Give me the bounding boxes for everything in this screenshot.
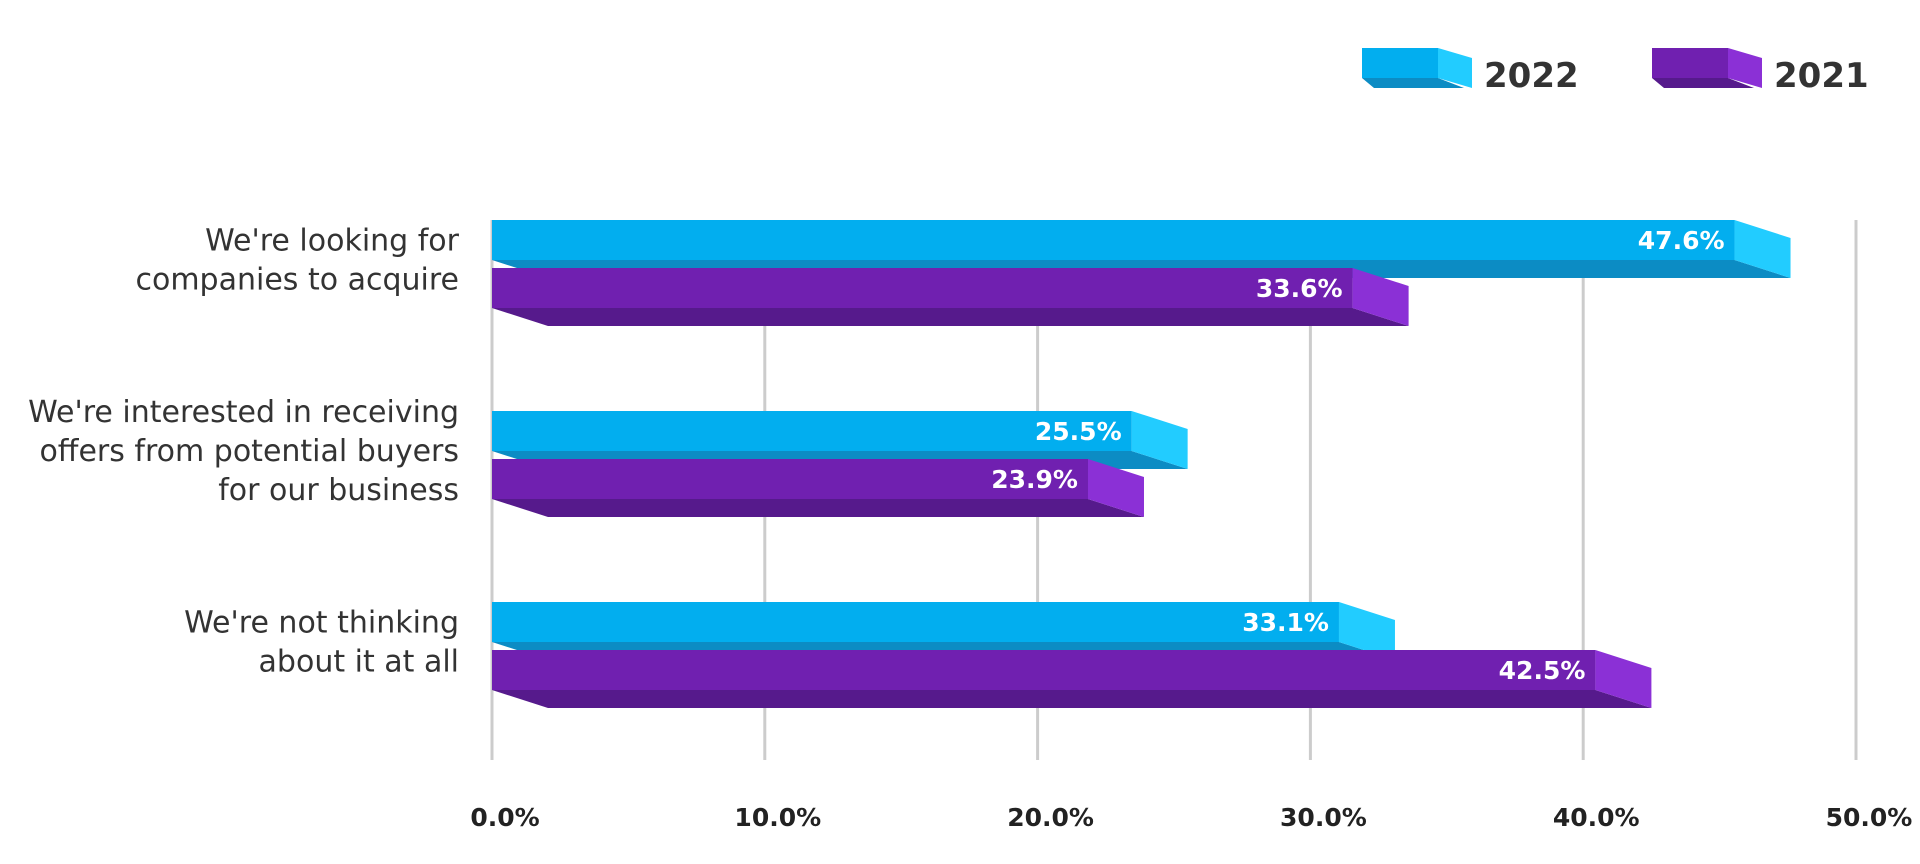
category-label-line: offers from potential buyers <box>39 434 459 469</box>
legend-label: 2022 <box>1484 56 1579 96</box>
legend-item-2022: 2022 <box>1362 48 1579 96</box>
bar-2021-2: 42.5% <box>492 650 1652 708</box>
bar-front-face <box>492 650 1596 690</box>
data-label: 25.5% <box>1035 417 1122 446</box>
x-tick-label: 50.0% <box>1826 803 1913 832</box>
category-label-line: We're interested in receiving <box>28 395 459 430</box>
category-label: We're looking for companies to acquire <box>135 224 459 298</box>
bar-front-face <box>492 602 1339 642</box>
data-label: 33.6% <box>1256 274 1343 303</box>
legend: 2022 2021 <box>1362 48 1869 96</box>
legend-swatch <box>1652 48 1728 78</box>
bar-end-cap <box>1131 411 1188 469</box>
bar-front-face <box>492 220 1735 260</box>
bar-bottom-face <box>492 499 1144 517</box>
bars: 47.6% 33.6% 25.5% 23.9% 33.1% 42.5% <box>492 220 1791 708</box>
legend-swatch <box>1362 48 1438 78</box>
category-label-line: companies to acquire <box>135 263 459 298</box>
legend-swatch-cap <box>1438 48 1472 88</box>
data-label: 33.1% <box>1242 608 1329 637</box>
category-label-line: We're looking for <box>205 224 460 259</box>
bar-end-cap <box>1338 602 1395 660</box>
data-label: 23.9% <box>991 465 1078 494</box>
category-label-line: for our business <box>218 473 459 508</box>
x-tick-label: 40.0% <box>1553 803 1640 832</box>
bar-2021-0: 33.6% <box>492 268 1409 326</box>
bar-front-face <box>492 268 1353 308</box>
category-label-line: about it at all <box>259 645 459 680</box>
bar-2021-1: 23.9% <box>492 459 1144 517</box>
bar-end-cap <box>1352 268 1409 326</box>
x-tick-label: 0.0% <box>470 803 539 832</box>
bar-bottom-face <box>492 308 1409 326</box>
x-tick-label: 20.0% <box>1007 803 1094 832</box>
data-label: 47.6% <box>1638 226 1725 255</box>
category-labels: We're looking for companies to acquireWe'… <box>28 224 460 680</box>
category-label: We're not thinking about it at all <box>184 606 459 680</box>
category-label-line: We're not thinking <box>184 606 459 641</box>
data-label: 42.5% <box>1499 656 1586 685</box>
bar-end-cap <box>1734 220 1791 278</box>
category-label: We're interested in receiving offers from… <box>28 395 459 508</box>
x-axis: 0.0% 10.0% 20.0% 30.0% 40.0% 50.0% <box>470 803 1912 832</box>
legend-swatch-bottom <box>1362 78 1464 88</box>
bar-front-face <box>492 411 1132 451</box>
legend-swatch-cap <box>1728 48 1762 88</box>
x-tick-label: 30.0% <box>1280 803 1367 832</box>
bar-end-cap <box>1595 650 1652 708</box>
x-tick-label: 10.0% <box>734 803 821 832</box>
bar-front-face <box>492 459 1088 499</box>
legend-item-2021: 2021 <box>1652 48 1869 96</box>
legend-label: 2021 <box>1774 56 1869 96</box>
legend-swatch-bottom <box>1652 78 1754 88</box>
bar-end-cap <box>1087 459 1144 517</box>
bar-bottom-face <box>492 690 1652 708</box>
